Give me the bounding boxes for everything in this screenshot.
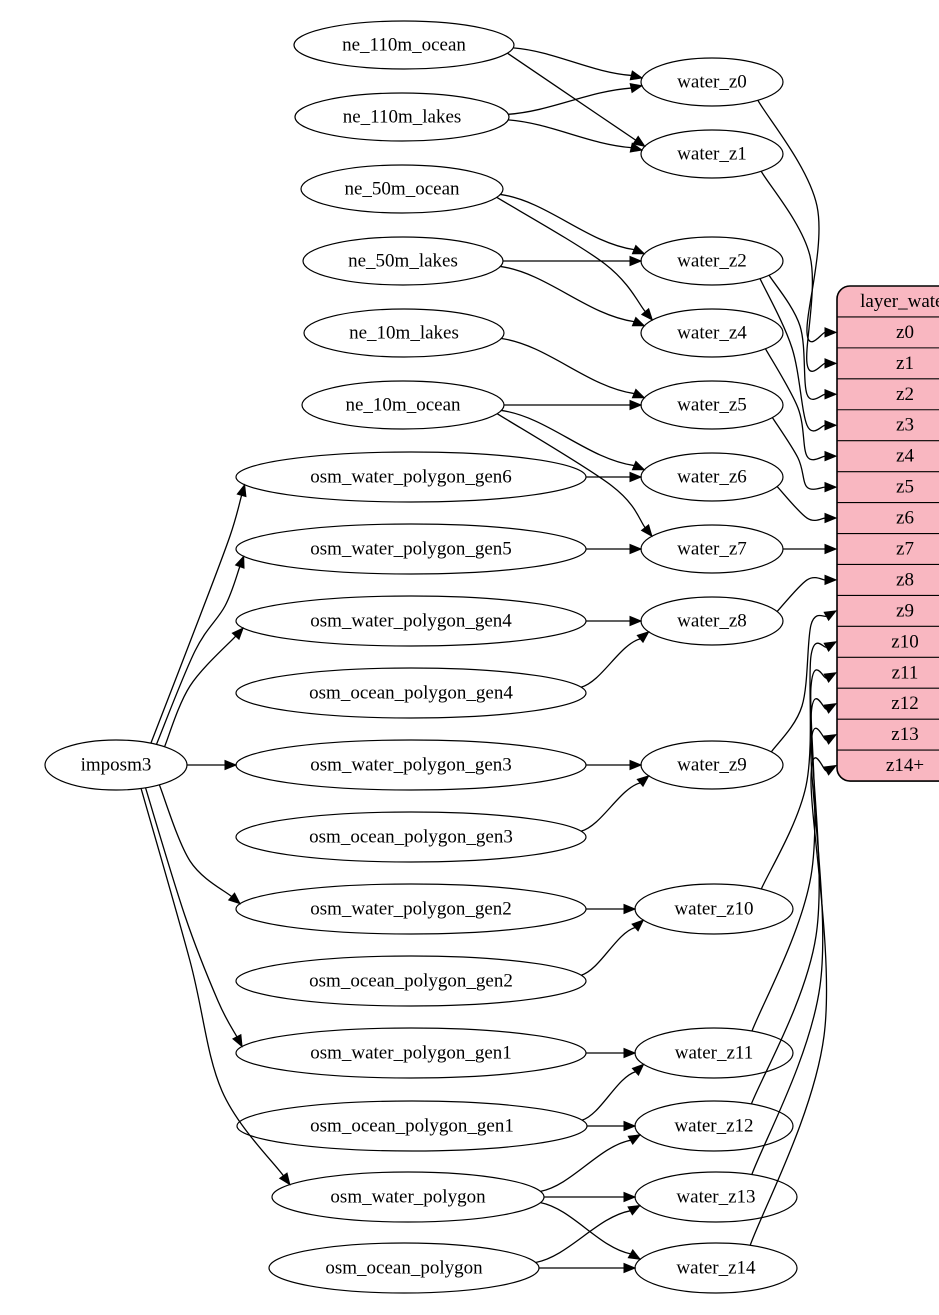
node-label-osm_ocean_polygon_gen2: osm_ocean_polygon_gen2 (309, 971, 513, 992)
node-water_z4: water_z4 (641, 309, 783, 357)
node-label-osm_water_polygon_gen6: osm_water_polygon_gen6 (310, 467, 512, 488)
node-osm_water_polygon_gen4: osm_water_polygon_gen4 (236, 596, 586, 646)
node-label-water_z2: water_z2 (677, 251, 747, 272)
node-ne_50m_ocean: ne_50m_ocean (301, 165, 503, 213)
node-water_z0: water_z0 (641, 58, 783, 106)
table-row-label-z0: z0 (896, 322, 914, 343)
node-water_z7: water_z7 (641, 525, 783, 573)
node-label-osm_water_polygon_gen1: osm_water_polygon_gen1 (310, 1043, 512, 1064)
node-label-osm_water_polygon_gen5: osm_water_polygon_gen5 (310, 539, 512, 560)
table-row-label-z3: z3 (896, 415, 914, 436)
node-label-water_z12: water_z12 (674, 1116, 753, 1137)
node-water_z10: water_z10 (635, 884, 793, 934)
node-label-ne_110m_lakes: ne_110m_lakes (343, 107, 462, 128)
node-label-ne_10m_lakes: ne_10m_lakes (349, 323, 459, 344)
node-label-water_z1: water_z1 (677, 144, 747, 165)
node-label-ne_50m_lakes: ne_50m_lakes (348, 251, 458, 272)
node-ne_10m_ocean: ne_10m_ocean (302, 381, 504, 429)
node-label-water_z8: water_z8 (677, 611, 747, 632)
node-label-osm_ocean_polygon_gen1: osm_ocean_polygon_gen1 (310, 1116, 514, 1137)
node-label-water_z7: water_z7 (677, 539, 747, 560)
node-label-osm_ocean_polygon_gen3: osm_ocean_polygon_gen3 (309, 827, 513, 848)
node-ne_10m_lakes: ne_10m_lakes (304, 309, 504, 357)
graph-svg: ne_110m_ocean ne_110m_lakes ne_50m_oceanne… (40, 16, 939, 1299)
node-osm_ocean_polygon_gen2: osm_ocean_polygon_gen2 (236, 956, 586, 1006)
table-row-label-z7: z7 (896, 538, 914, 559)
node-osm_ocean_polygon_gen4: osm_ocean_polygon_gen4 (236, 668, 586, 718)
node-water_z1: water_z1 (641, 130, 783, 178)
node-label-water_z0: water_z0 (677, 72, 747, 93)
node-label-osm_water_polygon_gen2: osm_water_polygon_gen2 (310, 899, 512, 920)
node-water_z12: water_z12 (635, 1101, 793, 1151)
node-label-ne_110m_ocean: ne_110m_ocean (342, 35, 466, 56)
node-label-water_z14: water_z14 (676, 1258, 756, 1279)
table-row-label-z4: z4 (896, 446, 914, 467)
table-row-label-z6: z6 (896, 508, 914, 529)
table-header-label: layer_water (860, 291, 939, 312)
table-row-label-z5: z5 (896, 477, 914, 498)
node-label-imposm3: imposm3 (81, 755, 152, 776)
node-osm_water_polygon_gen6: osm_water_polygon_gen6 (236, 452, 586, 502)
table-row-label-z8: z8 (896, 569, 914, 590)
node-label-water_z5: water_z5 (677, 395, 747, 416)
node-osm_ocean_polygon: osm_ocean_polygon (269, 1243, 539, 1293)
node-water_z9: water_z9 (641, 741, 783, 789)
table-row-label-z1: z1 (896, 353, 914, 374)
node-ne_110m_ocean: ne_110m_ocean (294, 21, 514, 69)
node-osm_ocean_polygon_gen1: osm_ocean_polygon_gen1 (237, 1101, 587, 1151)
table-row-label-z14+: z14+ (886, 755, 924, 776)
node-osm_water_polygon: osm_water_polygon (272, 1172, 544, 1222)
node-label-water_z11: water_z11 (675, 1043, 753, 1064)
node-osm_water_polygon_gen5: osm_water_polygon_gen5 (236, 524, 586, 574)
node-label-osm_water_polygon_gen3: osm_water_polygon_gen3 (310, 755, 512, 776)
node-ne_50m_lakes: ne_50m_lakes (303, 237, 503, 285)
table-row-label-z9: z9 (896, 600, 914, 621)
node-water_z11: water_z11 (635, 1028, 793, 1078)
node-ne_110m_lakes: ne_110m_lakes (295, 93, 509, 141)
node-water_z14: water_z14 (635, 1243, 797, 1293)
node-label-osm_water_polygon_gen4: osm_water_polygon_gen4 (310, 611, 512, 632)
node-label-water_z6: water_z6 (677, 467, 747, 488)
table-row-label-z13: z13 (891, 724, 918, 745)
table-row-label-z10: z10 (891, 631, 918, 652)
node-water_z13: water_z13 (635, 1172, 797, 1222)
node-water_z5: water_z5 (641, 381, 783, 429)
node-label-osm_ocean_polygon: osm_ocean_polygon (325, 1258, 483, 1279)
node-osm_ocean_polygon_gen3: osm_ocean_polygon_gen3 (236, 812, 586, 862)
table-row-label-z2: z2 (896, 384, 914, 405)
node-imposm3: imposm3 (45, 740, 187, 790)
node-water_z8: water_z8 (641, 597, 783, 645)
table-row-label-z11: z11 (892, 662, 919, 683)
node-label-water_z9: water_z9 (677, 755, 747, 776)
node-label-water_z4: water_z4 (677, 323, 747, 344)
node-label-osm_ocean_polygon_gen4: osm_ocean_polygon_gen4 (309, 683, 513, 704)
node-label-water_z13: water_z13 (676, 1187, 755, 1208)
table-layer_water: layer_water z0 z1 z2 z3 z4 z5 z6 z7 z8 z9 z10 z11 z12… (837, 286, 939, 781)
node-label-osm_water_polygon: osm_water_polygon (330, 1187, 486, 1208)
node-water_z2: water_z2 (641, 237, 783, 285)
node-osm_water_polygon_gen2: osm_water_polygon_gen2 (236, 884, 586, 934)
table-row-label-z12: z12 (891, 693, 918, 714)
node-label-ne_50m_ocean: ne_50m_ocean (344, 179, 460, 200)
node-osm_water_polygon_gen3: osm_water_polygon_gen3 (236, 740, 586, 790)
node-osm_water_polygon_gen1: osm_water_polygon_gen1 (236, 1028, 586, 1078)
node-label-water_z10: water_z10 (674, 899, 753, 920)
node-water_z6: water_z6 (641, 453, 783, 501)
node-label-ne_10m_ocean: ne_10m_ocean (345, 395, 461, 416)
